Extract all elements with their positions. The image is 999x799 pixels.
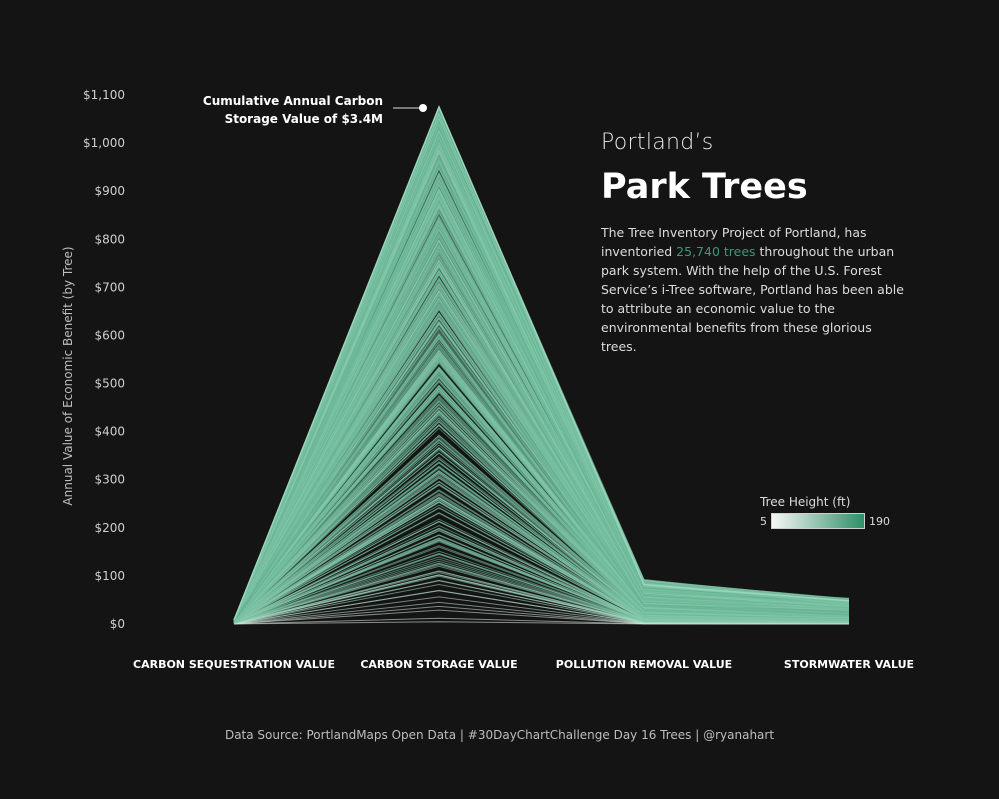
y-axis-ticks: $0 $100 $200 $300 $400 $500 $600 $700 $800 $900 $1… [83,88,125,631]
tree-line [233,166,850,621]
tree-line [233,195,850,622]
category-label: POLLUTION REMOVAL VALUE [556,658,732,671]
tree-line [233,231,850,622]
y-tick-label: $0 [110,617,125,631]
footer-source: Data Source: PortlandMaps Open Data | #3… [224,728,775,742]
tree-line [233,205,850,622]
tree-line [233,132,850,620]
tree-line [233,579,850,625]
y-tick-label: $100 [94,569,125,583]
y-axis-label: Annual Value of Economic Benefit (by Tre… [61,246,75,505]
tree-line [233,276,850,622]
legend-title: Tree Height (ft) [760,495,851,509]
legend-min: 5 [760,514,767,528]
y-tick-label: $1,000 [83,136,125,150]
annotation-line-2: Storage Value of $3.4M [225,112,383,126]
tree-count-highlight: 25,740 trees [676,244,756,259]
y-tick-label: $700 [94,280,125,294]
tree-line [233,307,850,622]
y-tick-label: $500 [94,377,125,391]
tree-line [233,504,850,624]
tree-line [233,520,850,624]
description: The Tree Inventory Project of Portland, … [601,223,911,356]
page-title: Park Trees [601,167,808,207]
title-block: Portland’s Park Trees The Tree Inventory… [601,130,911,356]
y-tick-label: $900 [94,184,125,198]
category-label: CARBON STORAGE VALUE [360,658,517,671]
tree-line [233,402,850,623]
category-label: CARBON SEQUESTRATION VALUE [133,658,335,671]
description-part-1: The Tree Inventory Project of Portland, … [601,225,867,259]
tree-lines [233,105,850,625]
tree-line [233,260,850,622]
title-kicker: Portland’s [601,130,714,155]
y-tick-label: $1,100 [83,88,125,102]
annotation-dot [419,104,427,112]
category-labels: CARBON SEQUESTRATION VALUE CARBON STORAGE… [133,658,914,671]
y-tick-label: $300 [94,473,125,487]
tree-line [233,317,850,622]
tree-line [233,249,850,622]
legend-gradient-bar [771,513,865,529]
y-tick-label: $600 [94,328,125,342]
tree-line [233,123,850,621]
y-tick-label: $400 [94,425,125,439]
tree-line [233,335,850,623]
tree-line [233,244,850,622]
tree-line [233,388,850,623]
y-tick-label: $200 [94,521,125,535]
tree-line [233,400,850,623]
y-tick-label: $800 [94,232,125,246]
annotation: Cumulative Annual Carbon Storage Value o… [203,94,427,126]
max-tree-line [233,105,850,621]
legend-max: 190 [869,514,890,528]
tree-line [233,605,850,625]
category-label: STORMWATER VALUE [784,658,914,671]
tree-line [233,141,850,622]
annotation-line-1: Cumulative Annual Carbon [203,94,383,108]
color-legend: Tree Height (ft) 5 190 [760,495,890,529]
tree-line [233,447,850,624]
tree-line [233,357,850,623]
tree-line [233,413,850,623]
tree-line [233,342,850,623]
description-part-2: throughout the urban park system. With t… [601,244,904,354]
legend-row: 5 190 [760,513,890,529]
